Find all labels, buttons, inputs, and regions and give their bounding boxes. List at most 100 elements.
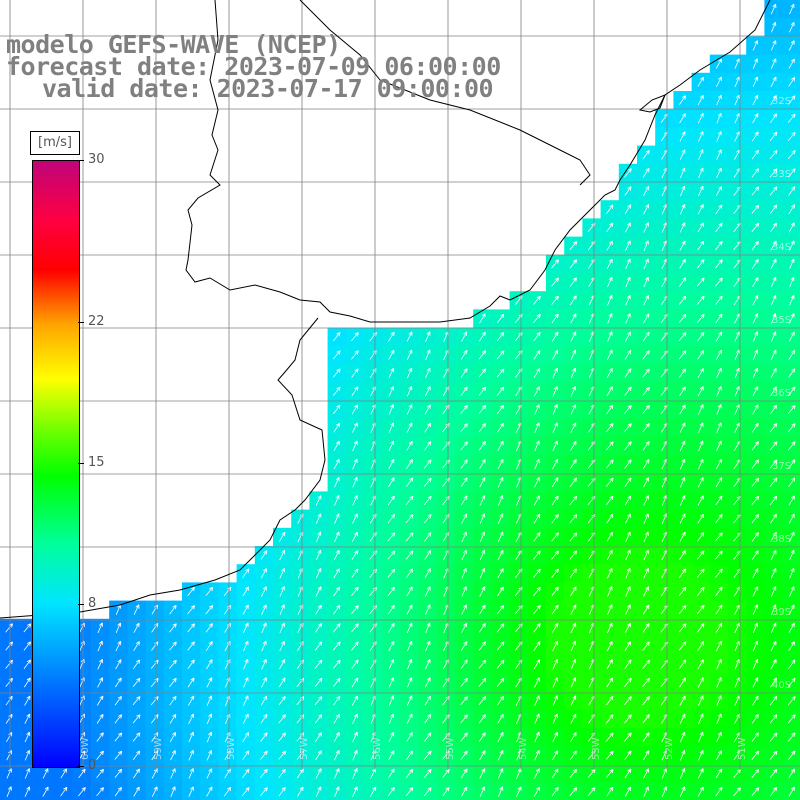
- wind-arrow: [332, 368, 341, 378]
- wind-arrow: [642, 604, 650, 615]
- wind-arrow: [132, 714, 141, 724]
- wind-arrow: [352, 731, 358, 743]
- wind-arrow: [752, 277, 759, 288]
- wind-arrow: [752, 658, 759, 670]
- wind-speed-cell: [782, 782, 800, 800]
- wind-arrow: [769, 131, 778, 142]
- wind-speed-cell: [764, 200, 784, 219]
- wind-arrow: [461, 513, 468, 524]
- wind-speed-cell: [564, 527, 583, 547]
- wind-arrow: [715, 513, 723, 524]
- wind-speed-cell: [145, 618, 165, 638]
- wind-arrow: [606, 640, 613, 652]
- wind-arrow: [787, 732, 796, 742]
- wind-speed-cell: [618, 218, 638, 238]
- wind-speed-cell: [382, 473, 401, 492]
- wind-arrow: [770, 531, 777, 542]
- wind-arrow: [570, 695, 577, 706]
- wind-speed-cell: [728, 527, 747, 547]
- wind-speed-cell: [200, 618, 219, 638]
- wind-arrow: [605, 423, 614, 433]
- wind-speed-cell: [637, 345, 656, 365]
- wind-speed-cell: [418, 564, 438, 583]
- wind-arrow: [624, 386, 632, 396]
- wind-speed-cell: [546, 473, 565, 492]
- wind-speed-cell: [691, 309, 711, 329]
- wind-arrow: [97, 622, 103, 634]
- wind-arrow: [606, 677, 614, 688]
- wind-speed-cell: [436, 746, 456, 765]
- wind-speed-cell: [182, 673, 201, 693]
- wind-arrow: [96, 768, 104, 778]
- wind-speed-cell: [618, 746, 638, 765]
- wind-arrow: [314, 677, 323, 687]
- wind-arrow: [334, 476, 340, 488]
- wind-arrow: [606, 367, 613, 379]
- wind-arrow: [733, 787, 741, 797]
- wind-arrow: [697, 350, 705, 360]
- wind-arrow: [334, 495, 340, 506]
- wind-arrow: [679, 167, 686, 179]
- wind-speed-cell: [746, 728, 765, 747]
- wind-arrow: [625, 567, 631, 579]
- wind-speed-cell: [345, 345, 365, 365]
- wind-speed-cell: [582, 746, 602, 765]
- wind-speed-cell: [728, 582, 747, 602]
- wind-speed-cell: [709, 746, 729, 765]
- wind-speed-cell: [382, 345, 401, 365]
- wind-arrow: [424, 441, 432, 451]
- longitude-label: 53W: [591, 737, 602, 760]
- wind-speed-cell: [582, 527, 602, 547]
- wind-arrow: [461, 604, 467, 615]
- wind-speed-cell: [746, 236, 765, 256]
- wind-arrow: [133, 622, 140, 633]
- wind-speed-cell: [418, 491, 438, 511]
- wind-speed-cell: [600, 527, 620, 547]
- wind-speed-cell: [546, 637, 565, 656]
- wind-arrow: [624, 714, 632, 724]
- wind-speed-cell: [436, 709, 456, 729]
- wind-arrow: [242, 768, 250, 779]
- wind-speed-cell: [455, 764, 474, 784]
- wind-speed-cell: [418, 418, 438, 438]
- wind-speed-cell: [509, 291, 529, 310]
- wind-speed-cell: [236, 600, 256, 620]
- wind-arrow: [715, 750, 722, 761]
- wind-speed-cell: [327, 455, 347, 474]
- wind-arrow: [423, 495, 432, 505]
- wind-arrow: [334, 513, 340, 524]
- wind-speed-cell: [600, 455, 620, 474]
- wind-speed-cell: [637, 637, 656, 656]
- wind-speed-cell: [709, 254, 729, 274]
- wind-arrow: [570, 640, 577, 652]
- wind-speed-cell: [546, 455, 565, 474]
- wind-arrow: [425, 640, 431, 652]
- wind-speed-cell: [509, 527, 529, 547]
- colorbar: [32, 160, 80, 768]
- wind-speed-cell: [127, 728, 147, 747]
- wind-arrow: [716, 677, 722, 688]
- wind-speed-cell: [728, 254, 747, 274]
- wind-speed-cell: [582, 455, 602, 474]
- wind-speed-cell: [709, 54, 729, 74]
- wind-arrow: [351, 695, 358, 706]
- wind-arrow: [387, 550, 396, 560]
- wind-arrow: [642, 696, 650, 706]
- wind-speed-cell: [546, 564, 565, 583]
- wind-arrow: [643, 258, 649, 270]
- wind-speed-cell: [491, 309, 511, 329]
- wind-arrow: [534, 695, 540, 706]
- wind-speed-cell: [0, 618, 19, 638]
- wind-arrow: [407, 658, 413, 670]
- wind-speed-cell: [655, 400, 674, 420]
- wind-speed-cell: [673, 291, 693, 310]
- wind-speed-cell: [455, 364, 474, 383]
- wind-speed-cell: [655, 109, 674, 128]
- wind-speed-cell: [345, 382, 365, 401]
- wind-speed-cell: [564, 327, 583, 347]
- wind-arrow: [624, 204, 632, 215]
- wind-arrow: [788, 477, 796, 488]
- wind-arrow: [606, 513, 614, 524]
- latitude-label: 32S: [772, 96, 791, 107]
